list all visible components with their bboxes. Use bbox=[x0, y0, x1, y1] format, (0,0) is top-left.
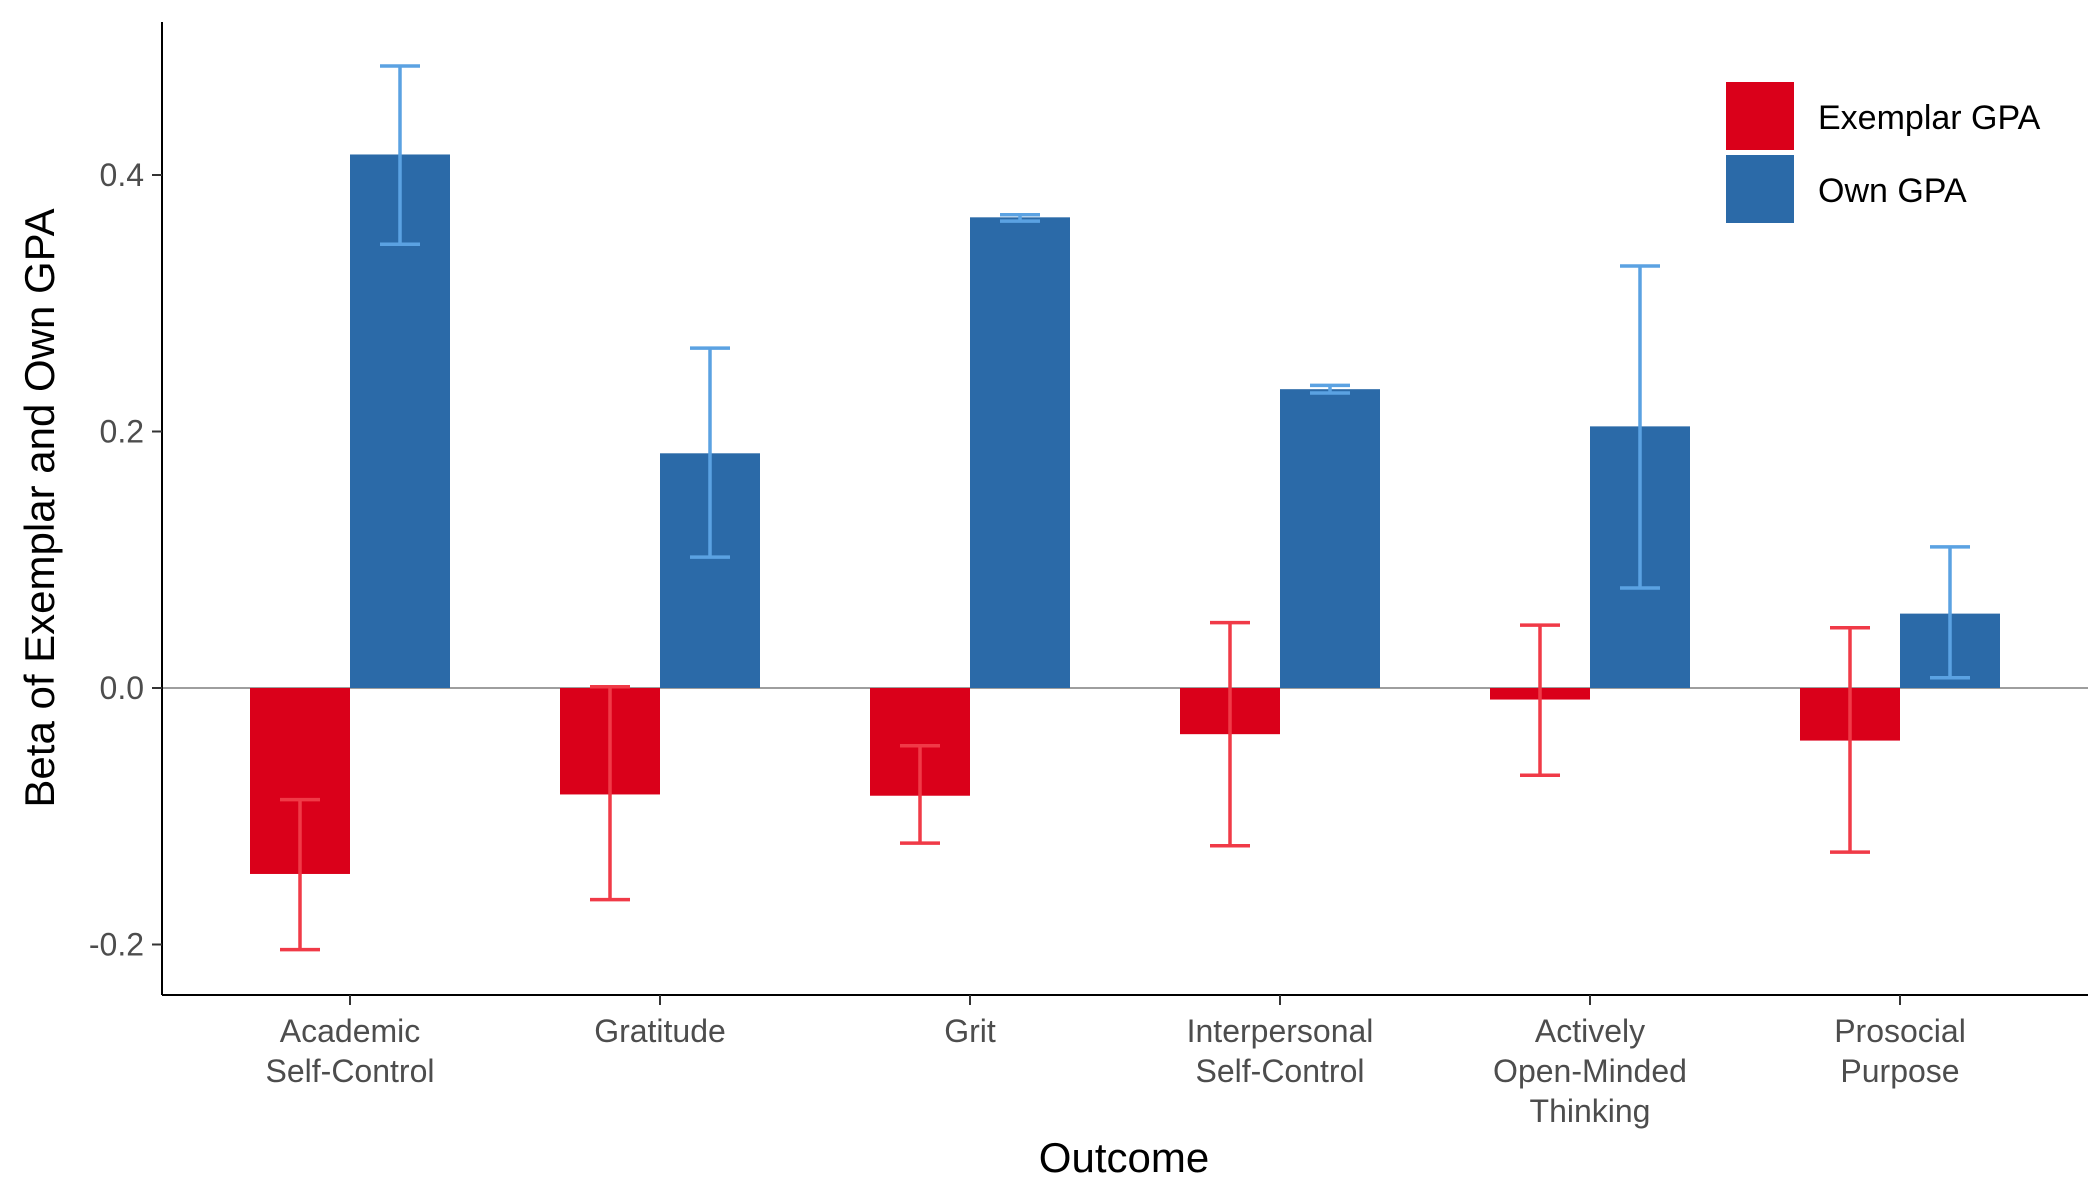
error-bar-own-gpa-1 bbox=[690, 346, 730, 559]
category-label-prosocial-purpose: Prosocial Purpose bbox=[1834, 1013, 1966, 1089]
error-bar-exemplar-gpa-0 bbox=[280, 797, 320, 952]
category-label-gratitude: Gratitude bbox=[594, 1013, 726, 1049]
legend: Exemplar GPA Own GPA bbox=[1726, 82, 2041, 223]
error-bar-exemplar-gpa-4 bbox=[1520, 623, 1560, 777]
y-tick-label: 0.4 bbox=[100, 157, 144, 193]
y-axis-title: Beta of Exemplar and Own GPA bbox=[16, 208, 63, 807]
category-label-interpersonal-self-control: Interpersonal Self-Control bbox=[1187, 1013, 1374, 1089]
bar-own-gpa-2 bbox=[970, 217, 1070, 688]
category-label-academic-self-control: Academic Self-Control bbox=[266, 1013, 435, 1089]
error-bar-own-gpa-5 bbox=[1930, 545, 1970, 680]
legend-label-exemplar-gpa: Exemplar GPA bbox=[1818, 99, 2041, 137]
category-label-grit: Grit bbox=[944, 1013, 996, 1049]
legend-swatch-exemplar-gpa bbox=[1726, 82, 1794, 150]
error-bar-own-gpa-3 bbox=[1310, 383, 1350, 395]
x-axis-title: Outcome bbox=[1039, 1134, 1209, 1181]
y-tick-label: -0.2 bbox=[89, 927, 144, 963]
error-bar-own-gpa-0 bbox=[380, 64, 420, 247]
y-tick-label: 0.0 bbox=[100, 670, 144, 706]
error-bar-exemplar-gpa-2 bbox=[900, 743, 940, 845]
bar-own-gpa-3 bbox=[1280, 389, 1380, 688]
legend-swatch-own-gpa bbox=[1726, 155, 1794, 223]
error-bar-exemplar-gpa-1 bbox=[590, 684, 630, 902]
category-label-actively-open-minded-thinking: Actively Open-Minded Thinking bbox=[1493, 1013, 1687, 1129]
y-tick-label: 0.2 bbox=[100, 414, 144, 450]
error-bar-own-gpa-2 bbox=[1000, 213, 1040, 223]
error-bar-exemplar-gpa-5 bbox=[1830, 625, 1870, 854]
error-bar-exemplar-gpa-3 bbox=[1210, 620, 1250, 848]
error-bar-own-gpa-4 bbox=[1620, 264, 1660, 590]
legend-label-own-gpa: Own GPA bbox=[1818, 172, 1967, 210]
